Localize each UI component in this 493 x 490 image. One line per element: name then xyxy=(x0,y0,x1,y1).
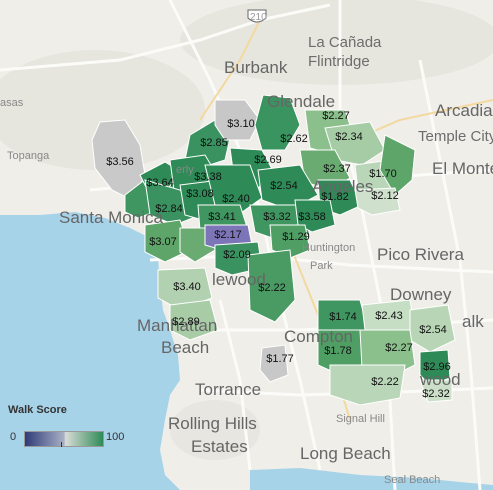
price-label[interactable]: $2.22 xyxy=(371,376,399,388)
place-masas: asas xyxy=(0,97,24,109)
place-pico-rivera: Pico Rivera xyxy=(377,245,464,264)
price-label[interactable]: $1.70 xyxy=(369,168,397,180)
place-long-beach: Long Beach xyxy=(300,444,391,463)
price-label[interactable]: $3.38 xyxy=(194,171,222,183)
place-downey: Downey xyxy=(390,285,452,304)
region-2-62[interactable] xyxy=(254,94,301,151)
price-label[interactable]: $3.08 xyxy=(186,188,214,200)
price-label[interactable]: $1.29 xyxy=(282,231,310,243)
place-el-monte: El Monte xyxy=(432,159,493,178)
place-los-angeles: Angeles xyxy=(312,177,374,196)
price-label[interactable]: $1.74 xyxy=(329,311,357,323)
price-label[interactable]: $1.82 xyxy=(321,191,349,203)
place-inglewood: lewood xyxy=(212,270,266,289)
place-topanga: Topanga xyxy=(7,150,50,162)
price-label[interactable]: $2.89 xyxy=(172,316,200,328)
region-1-77[interactable] xyxy=(259,344,289,383)
region-2-32[interactable] xyxy=(419,379,453,403)
price-label[interactable]: $2.09 xyxy=(223,249,251,261)
place-manhattan: Manhattan xyxy=(137,316,218,335)
price-label[interactable]: $2.22 xyxy=(258,282,286,294)
price-label[interactable]: $2.40 xyxy=(222,193,250,205)
region-2-22-south[interactable] xyxy=(329,364,406,406)
price-label[interactable]: $2.96 xyxy=(423,361,451,373)
ocean xyxy=(0,212,180,490)
place-seal-beach: Seal Beach xyxy=(384,474,441,486)
price-label[interactable]: $3.40 xyxy=(173,281,201,293)
price-label[interactable]: $2.54 xyxy=(270,180,298,192)
place-norwalk: alk xyxy=(462,312,484,331)
region-east-la[interactable] xyxy=(379,134,416,196)
region-1-29[interactable] xyxy=(269,224,311,259)
region-3-58[interactable] xyxy=(294,199,336,233)
walk-score-regions[interactable] xyxy=(91,94,456,406)
place-estates: Estates xyxy=(191,437,248,456)
place-santa-monica: Santa Monica xyxy=(59,208,163,227)
region-3-07[interactable] xyxy=(144,219,191,263)
region-2-12[interactable] xyxy=(354,187,401,216)
price-label[interactable]: $2.12 xyxy=(371,190,399,202)
price-label[interactable]: $3.10 xyxy=(227,118,255,130)
price-label[interactable]: $2.85 xyxy=(200,137,228,149)
place-lakewood: wood xyxy=(420,370,461,389)
mountains-shade xyxy=(0,50,205,170)
place-beverly-hills: erly xyxy=(176,164,194,176)
price-label[interactable]: $2.37 xyxy=(323,163,351,175)
place-signal-hill: Signal Hill xyxy=(336,413,385,425)
region-2-22-north[interactable] xyxy=(247,249,296,323)
highway-210-shield-icon xyxy=(247,9,267,23)
region-2-89[interactable] xyxy=(169,299,219,341)
price-label[interactable]: $2.27 xyxy=(385,342,413,354)
place-compton: Compton xyxy=(284,327,353,346)
legend-min-label: 0 xyxy=(10,431,17,443)
price-label[interactable]: $3.64 xyxy=(146,177,174,189)
price-label[interactable]: $3.32 xyxy=(263,211,291,223)
place-huntington: Huntington xyxy=(302,242,356,254)
price-label[interactable]: $2.54 xyxy=(419,324,447,336)
price-label[interactable]: $1.77 xyxy=(266,353,294,365)
price-label[interactable]: $3.58 xyxy=(298,211,326,223)
place-flintridge: Flintridge xyxy=(308,53,370,70)
place-la-canada: La Cañada xyxy=(308,34,382,51)
price-label[interactable]: $3.07 xyxy=(149,236,177,248)
legend-color-ramp xyxy=(24,431,104,447)
place-park: Park xyxy=(310,260,333,272)
price-label[interactable]: $2.43 xyxy=(375,310,403,322)
price-label[interactable]: $3.41 xyxy=(208,211,236,223)
place-beach: Beach xyxy=(161,338,210,357)
price-label[interactable]: $2.17 xyxy=(214,229,242,241)
region-3-10[interactable] xyxy=(214,99,261,141)
price-label[interactable]: $3.56 xyxy=(106,156,134,168)
place-burbank: Burbank xyxy=(224,58,288,77)
highway-210-label: 210 xyxy=(250,12,267,23)
price-label[interactable]: $2.62 xyxy=(280,133,308,145)
legend-max-label: 100 xyxy=(106,431,125,443)
place-torrance: Torrance xyxy=(195,380,262,399)
place-arcadia: Arcadia xyxy=(435,101,493,120)
price-label[interactable]: $2.34 xyxy=(335,131,363,143)
walk-score-legend: Walk Score 0 100 xyxy=(6,404,126,447)
place-rolling-hills: Rolling Hills xyxy=(168,414,257,433)
place-temple-city: Temple City xyxy=(418,128,493,145)
palos-verdes-shade xyxy=(170,400,260,460)
price-label[interactable]: $2.84 xyxy=(155,203,183,215)
price-label[interactable]: $1.78 xyxy=(324,345,352,357)
price-label[interactable]: $2.69 xyxy=(254,154,282,166)
place-glendale: Glendale xyxy=(267,92,336,111)
legend-midpoint-tick xyxy=(61,442,62,447)
price-label[interactable]: $2.27 xyxy=(322,110,350,122)
long-beach-harbor xyxy=(250,468,493,490)
legend-title: Walk Score xyxy=(8,404,67,416)
price-label[interactable]: $2.32 xyxy=(422,388,450,400)
